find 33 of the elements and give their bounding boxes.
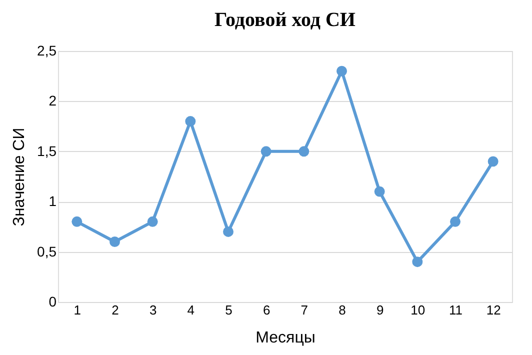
x-tick-label: 1 xyxy=(74,302,82,318)
point xyxy=(147,216,158,227)
y-tick-label: 0,5 xyxy=(37,243,57,260)
y-tick-label: 0 xyxy=(48,294,57,310)
y-tick-label: 1 xyxy=(48,193,57,210)
point xyxy=(488,156,498,167)
x-axis-title: Месяцы xyxy=(256,330,316,346)
x-tick-label: 2 xyxy=(112,302,119,318)
x-tick-label: 7 xyxy=(300,302,308,318)
y-tick-label: 2,5 xyxy=(37,42,57,58)
x-tick-label: 6 xyxy=(262,302,270,318)
point xyxy=(223,226,234,237)
y-tick-label: 1,5 xyxy=(37,142,57,159)
point xyxy=(450,216,460,227)
x-tick-label: 10 xyxy=(410,302,426,318)
x-tick-label: 5 xyxy=(225,302,232,318)
x-tick-label: 11 xyxy=(449,302,462,318)
chart-title: Годовой ход СИ xyxy=(214,9,356,31)
point xyxy=(185,116,196,127)
y-tick-label: 2 xyxy=(48,92,57,109)
point xyxy=(336,66,347,76)
x-tick-label: 4 xyxy=(187,302,195,318)
point xyxy=(72,216,82,227)
point xyxy=(412,256,423,268)
x-tick-label: 12 xyxy=(486,302,501,318)
y-axis-title: Значение СИ xyxy=(11,128,28,226)
point xyxy=(110,236,120,247)
point xyxy=(374,186,385,197)
x-tick-label: 8 xyxy=(338,302,346,318)
point xyxy=(260,146,272,157)
x-tick-label: 3 xyxy=(149,302,157,318)
x-tick-label: 9 xyxy=(376,302,384,318)
point xyxy=(298,146,310,157)
